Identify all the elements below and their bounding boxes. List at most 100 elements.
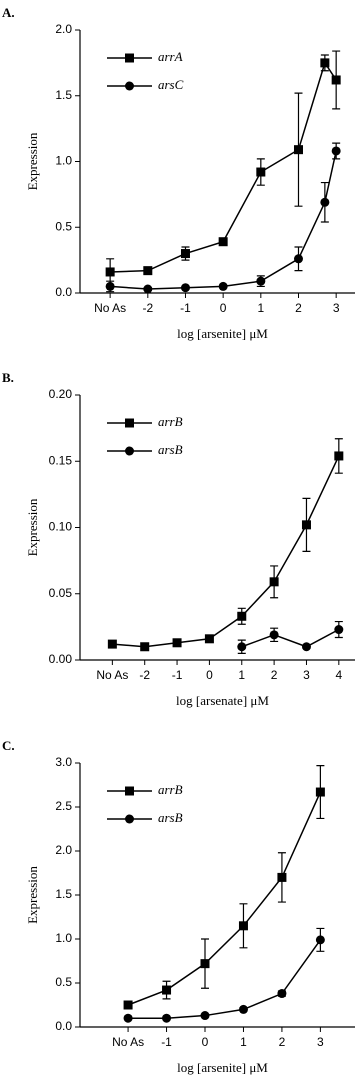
marker	[277, 872, 287, 882]
legend-marker	[125, 786, 134, 796]
marker	[293, 145, 303, 155]
marker	[218, 237, 228, 247]
panel-label: B.	[2, 370, 14, 385]
marker	[320, 197, 330, 207]
marker	[140, 642, 150, 652]
marker	[315, 935, 325, 945]
marker	[200, 1011, 210, 1021]
x-tick-label: 3	[317, 1035, 324, 1049]
x-tick-label: -2	[139, 668, 150, 682]
x-axis-title: log [arsenite] μM	[177, 326, 268, 341]
marker	[334, 625, 344, 635]
y-tick-label: 2.5	[55, 799, 72, 813]
legend-marker	[125, 418, 134, 428]
marker	[277, 989, 287, 999]
y-tick-label: 0.0	[55, 285, 72, 299]
marker	[143, 284, 153, 294]
y-tick-label: 0.20	[49, 387, 73, 401]
marker	[301, 520, 311, 530]
y-tick-label: 0.0	[55, 1019, 72, 1033]
marker	[200, 959, 210, 969]
y-tick-label: 1.5	[55, 887, 72, 901]
marker	[331, 75, 341, 85]
y-tick-label: 1.0	[55, 931, 72, 945]
series-line	[110, 61, 337, 273]
legend-marker	[125, 53, 134, 63]
y-axis-title: Expression	[25, 498, 40, 556]
x-tick-label: -2	[142, 301, 153, 315]
legend-marker	[125, 814, 134, 824]
x-tick-label: No As	[94, 301, 126, 315]
legend-label: arrB	[158, 782, 183, 797]
x-tick-label: 1	[238, 668, 245, 682]
x-tick-label: -1	[161, 1035, 172, 1049]
y-tick-label: 1.5	[55, 88, 72, 102]
x-axis-title: log [arsenite] μM	[177, 1060, 268, 1075]
marker	[238, 1004, 248, 1014]
x-tick-label: -1	[180, 301, 191, 315]
legend-label: arrB	[158, 414, 183, 429]
legend-label: arsB	[158, 442, 183, 457]
marker	[123, 1013, 133, 1023]
x-tick-label: 2	[295, 301, 302, 315]
y-tick-label: 2.0	[55, 843, 72, 857]
legend-marker	[125, 81, 134, 91]
x-tick-label: 3	[333, 301, 340, 315]
x-tick-label: 1	[240, 1035, 247, 1049]
marker	[301, 642, 311, 652]
marker	[105, 281, 115, 291]
x-axis-title: log [arsenate] μM	[176, 693, 269, 708]
series-line	[128, 939, 321, 1019]
legend-marker	[125, 446, 134, 456]
x-tick-label: 2	[271, 668, 278, 682]
y-axis-title: Expression	[25, 866, 40, 924]
marker	[143, 266, 153, 276]
marker	[180, 249, 190, 259]
marker	[218, 281, 228, 291]
marker	[320, 58, 330, 68]
marker	[256, 276, 266, 286]
marker	[293, 254, 303, 264]
y-tick-label: 0.10	[49, 520, 73, 534]
panel-label: A.	[2, 5, 15, 20]
x-tick-label: 4	[335, 668, 342, 682]
series-line	[112, 455, 340, 648]
marker	[162, 985, 172, 995]
x-tick-label: 2	[279, 1035, 286, 1049]
y-tick-label: 0.05	[49, 586, 73, 600]
legend-label: arsB	[158, 810, 183, 825]
y-axis-title: Expression	[25, 132, 40, 190]
marker	[204, 634, 214, 644]
y-tick-label: 2.0	[55, 22, 72, 36]
legend-label: arsC	[158, 77, 184, 92]
x-tick-label: 1	[257, 301, 264, 315]
marker	[331, 146, 341, 156]
marker	[269, 630, 279, 640]
series-line	[241, 628, 340, 648]
marker	[237, 611, 247, 621]
marker	[105, 267, 115, 277]
y-tick-label: 0.5	[55, 975, 72, 989]
y-tick-label: 0.00	[49, 652, 73, 666]
x-tick-label: 0	[202, 1035, 209, 1049]
x-tick-label: 0	[206, 668, 213, 682]
series-line	[127, 791, 322, 1006]
x-tick-label: -1	[172, 668, 183, 682]
marker	[237, 642, 247, 652]
marker	[334, 451, 344, 461]
y-tick-label: 3.0	[55, 755, 72, 769]
marker	[238, 921, 248, 931]
marker	[107, 639, 117, 649]
x-tick-label: No As	[112, 1035, 144, 1049]
x-tick-label: 3	[303, 668, 310, 682]
x-tick-label: 0	[220, 301, 227, 315]
y-tick-label: 1.0	[55, 154, 72, 168]
marker	[269, 577, 279, 587]
y-tick-label: 0.5	[55, 219, 72, 233]
legend-label: arrA	[158, 49, 183, 64]
x-tick-label: No As	[96, 668, 128, 682]
y-tick-label: 0.15	[49, 453, 73, 467]
marker	[180, 283, 190, 293]
series-line	[110, 150, 337, 290]
